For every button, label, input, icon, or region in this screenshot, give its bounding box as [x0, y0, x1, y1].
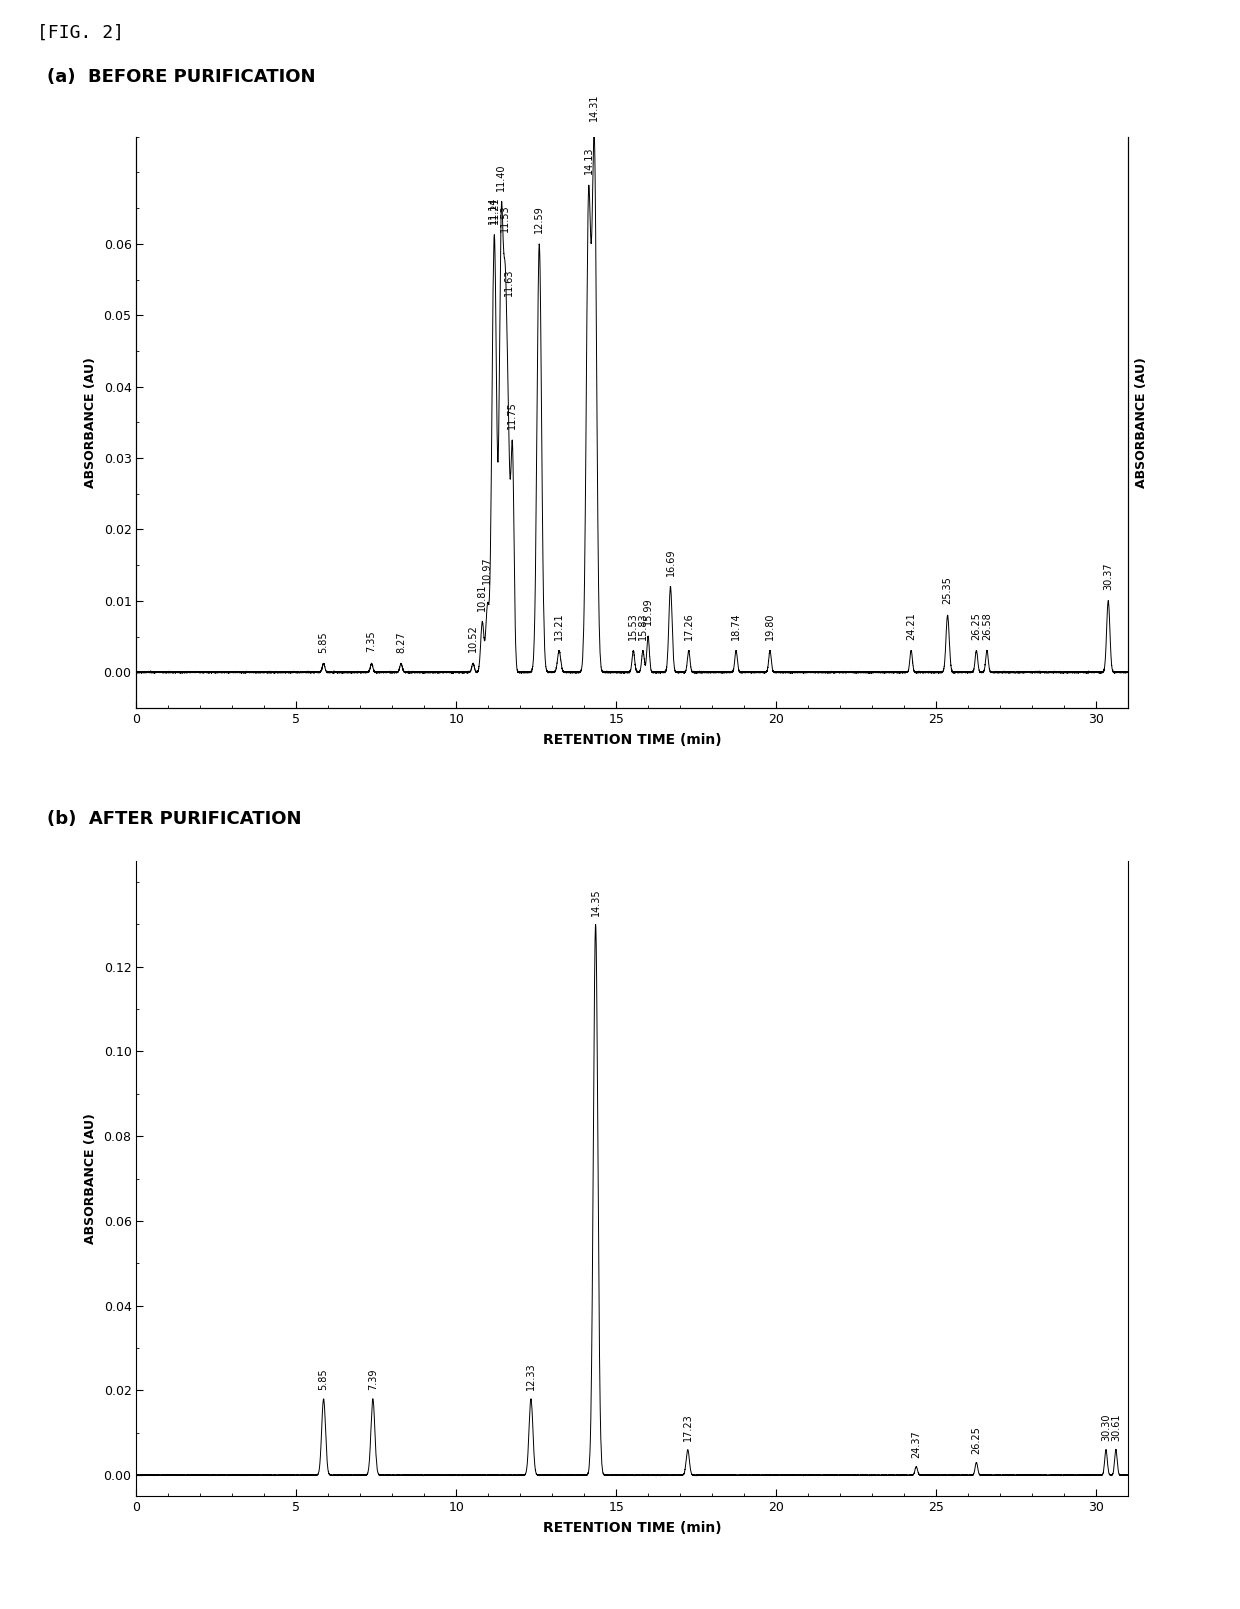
Text: 14.35: 14.35 — [590, 888, 600, 916]
Text: 11.63: 11.63 — [503, 269, 513, 296]
Text: 15.83: 15.83 — [637, 613, 649, 640]
Text: 26.58: 26.58 — [982, 611, 992, 639]
Text: 5.85: 5.85 — [319, 1369, 329, 1390]
Text: 15.53: 15.53 — [629, 611, 639, 640]
Text: 5.85: 5.85 — [319, 631, 329, 653]
Text: 16.69: 16.69 — [666, 549, 676, 576]
Y-axis label: ABSORBANCE (AU): ABSORBANCE (AU) — [1136, 357, 1148, 488]
Text: (b)  AFTER PURIFICATION: (b) AFTER PURIFICATION — [47, 809, 301, 829]
Text: [FIG. 2]: [FIG. 2] — [37, 24, 124, 42]
Text: 24.21: 24.21 — [906, 611, 916, 640]
Text: 19.80: 19.80 — [765, 613, 775, 640]
Y-axis label: ABSORBANCE (AU): ABSORBANCE (AU) — [83, 1113, 97, 1244]
Text: 11.21: 11.21 — [490, 196, 500, 224]
Text: 8.27: 8.27 — [396, 631, 405, 653]
Text: 24.37: 24.37 — [911, 1430, 921, 1458]
Text: (a)  BEFORE PURIFICATION: (a) BEFORE PURIFICATION — [47, 68, 316, 87]
Text: 7.39: 7.39 — [368, 1369, 378, 1390]
Text: 26.25: 26.25 — [971, 611, 981, 640]
Text: 11.40: 11.40 — [496, 163, 506, 190]
Text: 10.81: 10.81 — [477, 582, 487, 610]
Text: 12.33: 12.33 — [526, 1363, 536, 1390]
Text: 10.97: 10.97 — [482, 557, 492, 584]
Text: 18.74: 18.74 — [732, 611, 742, 640]
Text: 30.30: 30.30 — [1101, 1414, 1111, 1442]
Text: 7.35: 7.35 — [367, 631, 377, 653]
X-axis label: RETENTION TIME (min): RETENTION TIME (min) — [543, 732, 722, 747]
Text: 30.61: 30.61 — [1111, 1414, 1121, 1442]
Text: 25.35: 25.35 — [942, 576, 952, 605]
Text: 14.13: 14.13 — [584, 146, 594, 174]
Text: 12.59: 12.59 — [534, 206, 544, 233]
Text: 13.21: 13.21 — [554, 611, 564, 640]
Text: 14.31: 14.31 — [589, 93, 599, 121]
Text: 17.26: 17.26 — [683, 611, 693, 640]
Text: 30.37: 30.37 — [1104, 562, 1114, 591]
X-axis label: RETENTION TIME (min): RETENTION TIME (min) — [543, 1521, 722, 1535]
Text: 11.14: 11.14 — [487, 196, 498, 224]
Y-axis label: ABSORBANCE (AU): ABSORBANCE (AU) — [83, 357, 97, 488]
Text: 10.52: 10.52 — [467, 624, 479, 652]
Text: 11.75: 11.75 — [507, 402, 517, 430]
Text: 17.23: 17.23 — [683, 1413, 693, 1442]
Text: 11.53: 11.53 — [501, 204, 511, 232]
Text: 15.99: 15.99 — [644, 597, 653, 626]
Text: 26.25: 26.25 — [971, 1426, 981, 1455]
